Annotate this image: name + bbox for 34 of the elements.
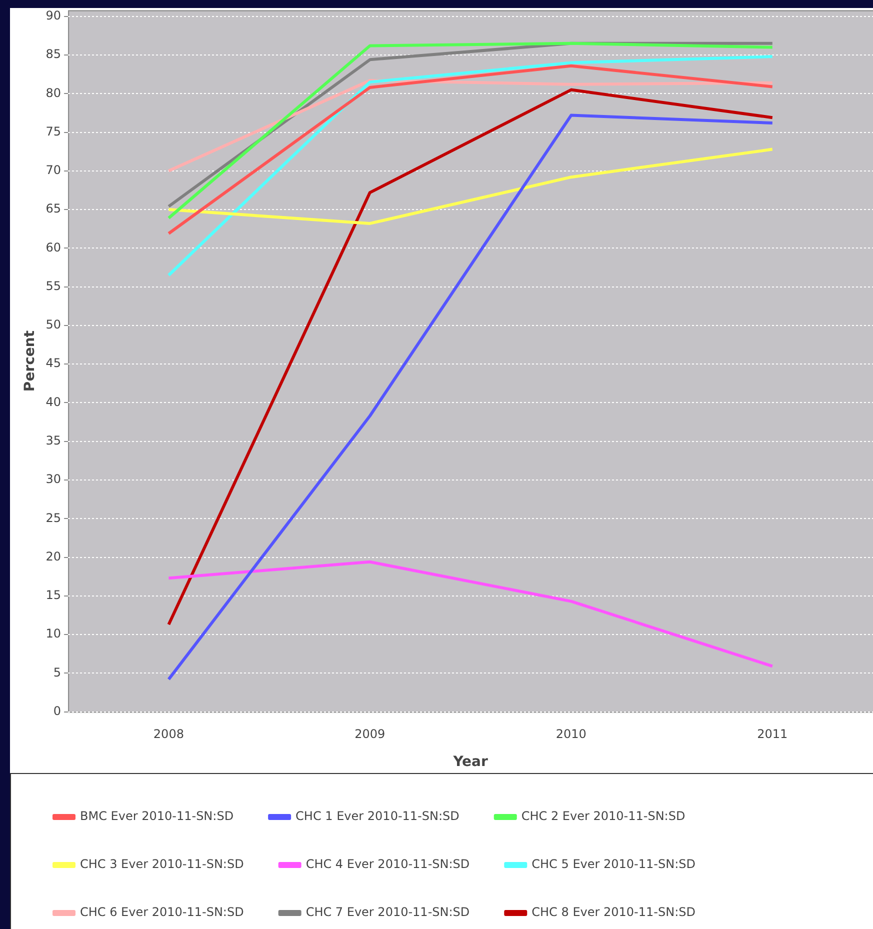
- x-axis-title: Year: [452, 754, 488, 770]
- y-tick-label: 70: [46, 163, 62, 178]
- y-tick-label: 45: [46, 356, 62, 370]
- legend-label: CHC 1 Ever 2010-11-SN:SD: [296, 809, 460, 824]
- y-tick-label: 75: [46, 124, 62, 138]
- y-tick-label: 15: [46, 588, 62, 602]
- y-tick-label: 10: [46, 626, 62, 641]
- y-tick-label: 0: [53, 704, 62, 718]
- y-tick-label: 65: [46, 202, 62, 216]
- y-tick-label: 35: [46, 433, 62, 448]
- y-tick-label: 20: [46, 549, 62, 564]
- legend-label: BMC Ever 2010-11-SN:SD: [80, 809, 234, 824]
- x-tick-label: 2010: [556, 727, 586, 742]
- y-tick-label: 25: [46, 510, 62, 525]
- y-tick-label: 60: [46, 240, 62, 254]
- y-tick-label: 30: [46, 472, 62, 486]
- y-tick-label: 50: [46, 318, 62, 332]
- y-tick-label: 5: [53, 665, 62, 680]
- y-tick-label: 80: [46, 86, 62, 100]
- x-tick-label: 2008: [153, 727, 184, 742]
- legend-label: CHC 2 Ever 2010-11-SN:SD: [521, 809, 686, 824]
- legend-label: CHC 8 Ever 2010-11-SN:SD: [532, 905, 696, 920]
- y-tick-label: 55: [46, 278, 62, 293]
- legend-label: CHC 7 Ever 2010-11-SN:SD: [306, 905, 470, 920]
- y-axis-title: Percent: [22, 330, 38, 392]
- y-tick-label: 85: [46, 47, 62, 62]
- legend-label: CHC 3 Ever 2010-11-SN:SD: [80, 857, 244, 872]
- legend-label: CHC 6 Ever 2010-11-SN:SD: [80, 905, 244, 920]
- legend-label: CHC 4 Ever 2010-11-SN:SD: [306, 857, 470, 872]
- y-tick-label: 40: [46, 394, 62, 409]
- legend-label: CHC 5 Ever 2010-11-SN:SD: [532, 857, 696, 872]
- y-tick-label: 90: [46, 8, 62, 23]
- x-tick-label: 2009: [354, 727, 386, 742]
- x-tick-label: 2011: [757, 727, 788, 742]
